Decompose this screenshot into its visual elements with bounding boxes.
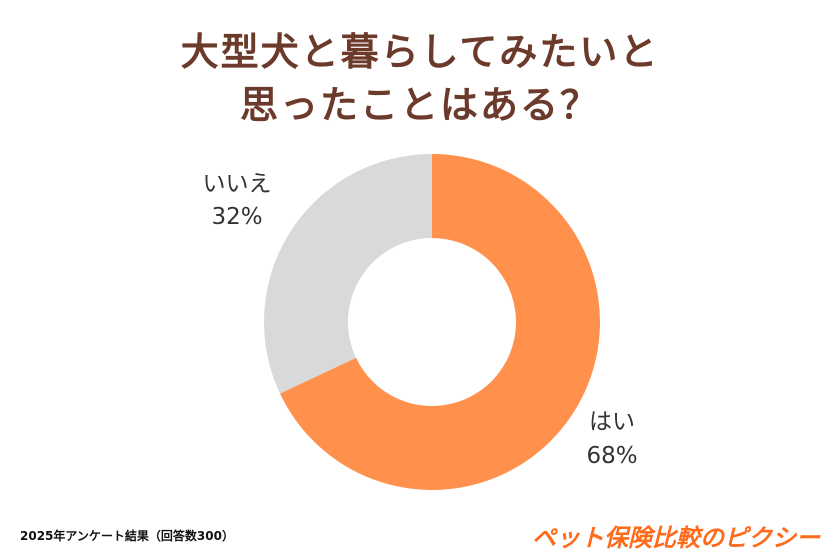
slice-label-no: いいえ xyxy=(202,171,272,197)
slice-value-yes: 68% xyxy=(586,443,638,469)
brand-logo-text: ペット保険比較のピクシー xyxy=(532,524,820,552)
donut-slice-1 xyxy=(279,154,601,490)
survey-note: 2025年アンケート結果（回答数300） xyxy=(20,529,234,543)
chart-title-line-2: 思ったことはある？ xyxy=(239,83,600,127)
donut-slice-2 xyxy=(264,154,432,394)
slice-label-yes: はい xyxy=(589,409,635,435)
chart-title-line-1: 大型犬と暮らしてみたいと xyxy=(180,30,660,74)
slice-value-no: 32% xyxy=(211,204,263,230)
